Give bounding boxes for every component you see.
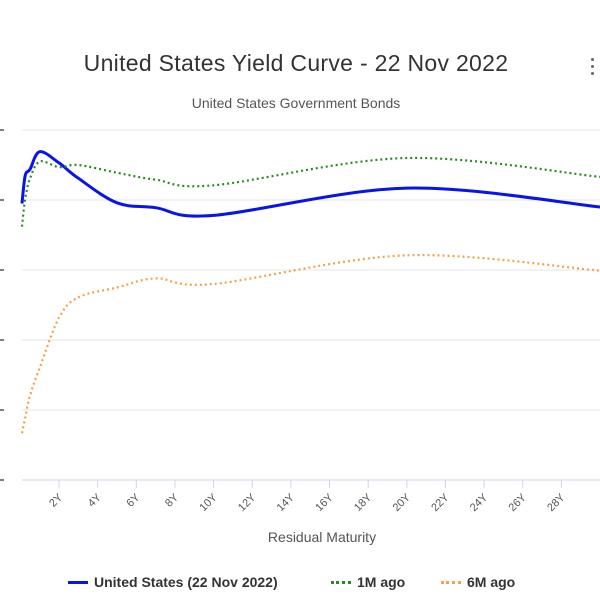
chart-subtitle: United States Government Bonds bbox=[191, 95, 401, 111]
legend-item-united-states[interactable]: United States (22 Nov 2022) bbox=[68, 574, 278, 590]
x-tick-label: 10Y bbox=[197, 491, 220, 514]
y-axis-ticks bbox=[0, 129, 4, 481]
grid-lines bbox=[22, 129, 600, 411]
chart-title: United States Yield Curve - 22 Nov 2022 bbox=[83, 50, 509, 76]
series-line-6m-ago bbox=[20, 253, 600, 434]
x-tick-label: 12Y bbox=[236, 491, 259, 514]
legend-swatch-1m-ago bbox=[331, 580, 351, 584]
legend: United States (22 Nov 2022) 1M ago 6M ag… bbox=[0, 574, 600, 596]
x-tick-label: 28Y bbox=[545, 491, 568, 514]
x-tick-label: 18Y bbox=[352, 491, 375, 514]
series-line-1m-ago bbox=[20, 156, 600, 227]
x-tick-label: 6Y bbox=[124, 491, 142, 509]
series-line-united-states-22-nov-2022 bbox=[20, 150, 600, 218]
legend-swatch-united-states bbox=[68, 580, 88, 584]
legend-label-6m-ago: 6M ago bbox=[467, 574, 516, 590]
x-axis: 2Y 4Y 6Y 8Y 10Y 12Y 14Y 16Y 18Y 20Y 22Y 24Y 26Y 28Y bbox=[22, 479, 600, 514]
chart-menu-icon[interactable] bbox=[588, 58, 598, 82]
x-tick-label: 8Y bbox=[163, 491, 181, 509]
x-tick-label: 16Y bbox=[313, 491, 336, 514]
x-tick-label: 22Y bbox=[429, 491, 452, 514]
legend-label-united-states: United States (22 Nov 2022) bbox=[94, 574, 278, 590]
legend-label-1m-ago: 1M ago bbox=[357, 574, 406, 590]
x-tick-label: 4Y bbox=[86, 491, 104, 509]
legend-swatch-6m-ago bbox=[441, 580, 461, 584]
series-lines bbox=[20, 150, 600, 434]
x-tick-label: 20Y bbox=[391, 491, 414, 514]
x-axis-label: Residual Maturity bbox=[267, 529, 377, 545]
x-tick-label: 14Y bbox=[275, 491, 298, 514]
x-tick-label: 24Y bbox=[468, 491, 491, 514]
x-tick-label: 26Y bbox=[507, 491, 530, 514]
legend-item-6m-ago[interactable]: 6M ago bbox=[441, 574, 515, 590]
x-tick-label: 2Y bbox=[47, 491, 65, 509]
legend-item-1m-ago[interactable]: 1M ago bbox=[331, 574, 405, 590]
